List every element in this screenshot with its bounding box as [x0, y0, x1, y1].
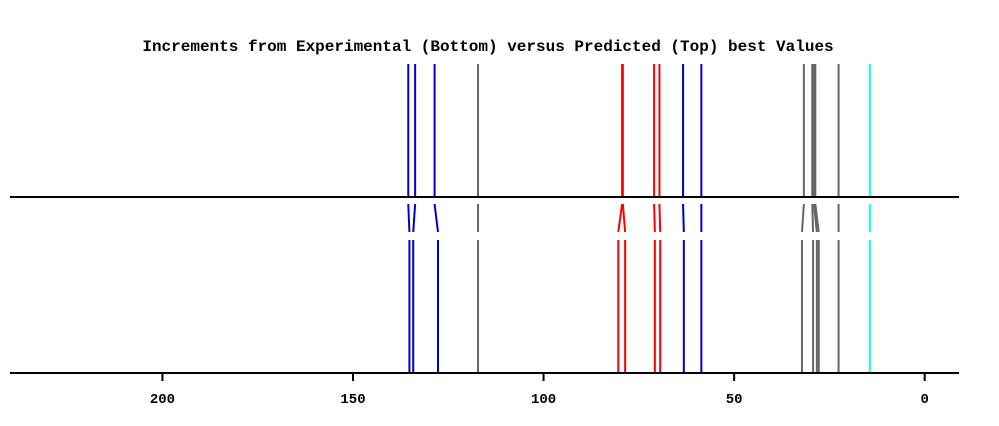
- x-tick-label-100: 100: [531, 392, 556, 408]
- connector-line-10: [800, 203, 805, 233]
- x-axis-ticks: 200 150 100 50 0: [150, 373, 929, 408]
- connector-line-13: [814, 203, 820, 233]
- experimental-lines: [408, 240, 871, 373]
- connector-line-1: [412, 203, 417, 233]
- connector-line-2: [433, 203, 439, 233]
- connector-line-6: [653, 203, 656, 233]
- connector-line-0: [407, 203, 411, 233]
- connector-line-5: [621, 203, 627, 233]
- connector-line-11: [811, 203, 815, 233]
- connector-line-7: [658, 203, 662, 233]
- x-tick-label-150: 150: [340, 392, 365, 408]
- x-tick-label-0: 0: [920, 392, 928, 408]
- connector-line-4: [617, 203, 624, 233]
- connector-line-8: [682, 203, 685, 233]
- predicted-lines: [407, 64, 871, 197]
- x-tick-label-200: 200: [150, 392, 175, 408]
- x-tick-label-50: 50: [726, 392, 743, 408]
- connector-lines: [407, 203, 871, 233]
- connector-line-12: [812, 203, 818, 233]
- chart-title: Increments from Experimental (Bottom) ve…: [142, 38, 833, 56]
